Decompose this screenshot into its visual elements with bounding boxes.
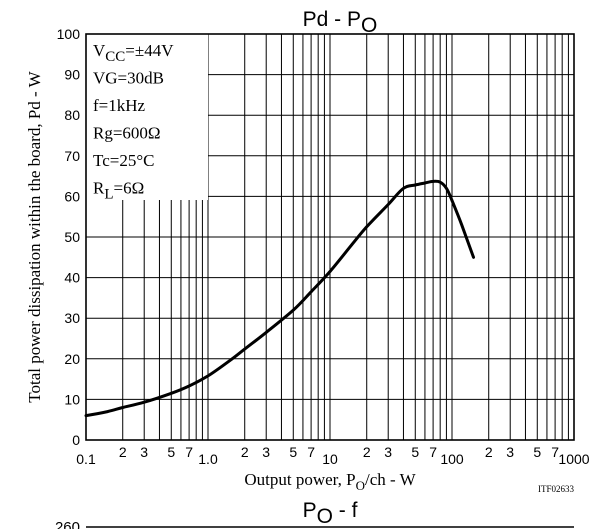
x-major-tick-label: 0.1 xyxy=(76,451,96,467)
x-minor-tick-label: 7 xyxy=(429,444,437,460)
x-minor-tick-label: 3 xyxy=(262,444,270,460)
x-minor-tick-label: 5 xyxy=(167,444,175,460)
x-minor-tick-label: 7 xyxy=(307,444,315,460)
x-axis-label: Output power, PO/ch - W xyxy=(244,470,416,493)
x-major-tick-label: 10 xyxy=(322,451,338,467)
y-tick-label: 50 xyxy=(64,229,80,245)
x-minor-tick-label: 2 xyxy=(485,444,493,460)
condition-line: f=1kHz xyxy=(93,96,146,115)
conditions-text: VCC=±44V VG=30dB f=1kHz Rg=600Ω Tc=25°C RL=6Ω xyxy=(93,41,174,203)
conditions-box xyxy=(86,34,208,200)
series-line xyxy=(84,179,475,418)
y-tick-label: 60 xyxy=(64,188,80,204)
y-tick-label: 40 xyxy=(64,270,80,286)
y-tick-label: 30 xyxy=(64,310,80,326)
y-axis-label: Total power dissipation within the board… xyxy=(25,70,44,402)
x-major-tick-label: 100 xyxy=(440,451,464,467)
y-tick-label: 70 xyxy=(64,148,80,164)
condition-line: Tc=25°C xyxy=(93,151,154,170)
figure-code: ITF02633 xyxy=(538,484,575,494)
second-chart-y-top-label: 260 xyxy=(55,519,80,529)
condition-line: Rg=600Ω xyxy=(93,124,161,143)
y-tick-label: 80 xyxy=(64,107,80,123)
chart-title: Pd - PO xyxy=(303,8,378,37)
second-chart-title: PO - f xyxy=(303,499,358,528)
y-tick-labels: 0 10 20 30 40 50 60 70 80 90 100 xyxy=(57,26,81,448)
x-minor-tick-label: 5 xyxy=(289,444,297,460)
x-minor-tick-label: 2 xyxy=(241,444,249,460)
x-minor-tick-label: 3 xyxy=(506,444,514,460)
y-tick-label: 0 xyxy=(72,432,80,448)
y-tick-label: 10 xyxy=(64,391,80,407)
condition-line: VG=30dB xyxy=(93,69,164,88)
x-minor-tick-label: 7 xyxy=(551,444,559,460)
x-minor-tick-label: 3 xyxy=(384,444,392,460)
y-tick-label: 20 xyxy=(64,351,80,367)
x-minor-tick-label: 5 xyxy=(533,444,541,460)
condition-line: RL=6Ω xyxy=(93,179,144,203)
x-minor-tick-label: 2 xyxy=(119,444,127,460)
plot-frame xyxy=(85,33,575,441)
x-minor-tick-label: 3 xyxy=(140,444,148,460)
y-tick-label: 100 xyxy=(57,26,81,42)
x-major-tick-label: 1.0 xyxy=(198,451,218,467)
x-minor-tick-label: 5 xyxy=(411,444,419,460)
y-tick-label: 90 xyxy=(64,67,80,83)
x-major-tick-label: 1000 xyxy=(558,451,589,467)
condition-line: VCC=±44V xyxy=(93,41,174,65)
x-minor-tick-label: 7 xyxy=(185,444,193,460)
x-minor-tick-label: 2 xyxy=(363,444,371,460)
